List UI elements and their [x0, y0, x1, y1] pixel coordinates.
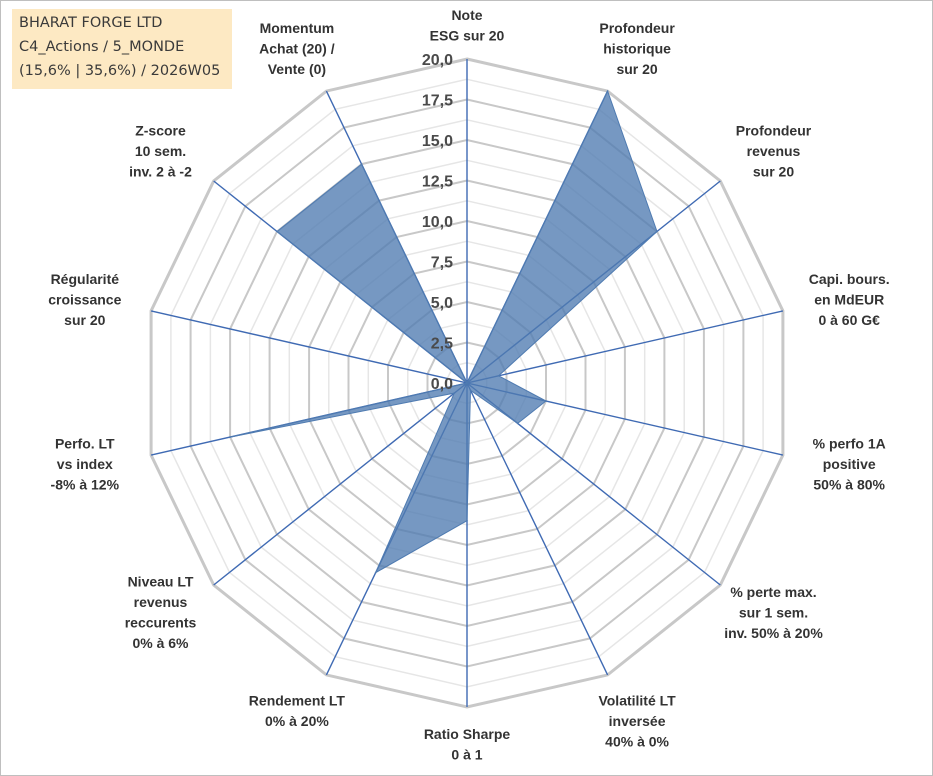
category-label: Niveau LT revenus reccurents 0% à 6%: [125, 574, 197, 652]
category-label-line: 50% à 80%: [813, 477, 885, 493]
category-label-line: Rendement LT: [249, 692, 346, 708]
tick-label: 7,5: [431, 255, 453, 272]
category-label-line: Achat (20) /: [259, 41, 335, 57]
category-label: Ratio Sharpe 0 à 1: [424, 726, 511, 763]
category-label-line: Profondeur: [599, 20, 675, 36]
category-label-line: sur 20: [616, 61, 657, 77]
category-label-line: positive: [823, 456, 876, 472]
category-label-line: Niveau LT: [128, 574, 194, 590]
category-label-line: reccurents: [125, 615, 197, 631]
category-label-line: Profondeur: [736, 123, 812, 139]
category-label-line: 0 à 60 G€: [818, 312, 880, 328]
category-label: Momentum Achat (20) / Vente (0): [259, 20, 335, 77]
data-point: [374, 571, 377, 574]
category-label-line: sur 20: [64, 312, 105, 328]
category-label: % perte max. sur 1 sem. inv. 50% à 20%: [724, 584, 823, 641]
category-label-line: inv. 2 à -2: [129, 164, 192, 180]
tick-label: 2,5: [431, 336, 453, 353]
data-point: [229, 436, 231, 438]
axis-spoke: [466, 382, 609, 676]
category-label-line: croissance: [48, 291, 121, 307]
category-label-line: revenus: [134, 594, 188, 610]
category-label: Volatilité LT inversée 40% à 0%: [598, 692, 676, 749]
data-point: [469, 389, 472, 392]
category-label: Profondeur revenus sur 20: [736, 123, 812, 180]
category-label-line: 0% à 20%: [265, 713, 329, 729]
axis-spoke: [213, 382, 468, 586]
category-label: Régularité croissance sur 20: [48, 271, 121, 328]
tick-label: 17,5: [422, 93, 453, 110]
category-label-line: historique: [603, 41, 671, 57]
radial-tick-labels: 0,0 2,5 5,0 7,5 10,0 12,5 15,0 17,5 20,0: [422, 52, 453, 393]
category-label-line: % perte max.: [730, 584, 816, 600]
category-labels: Note ESG sur 20 Profondeur historique sur 20…: [48, 7, 889, 763]
title-category: C4_Actions / 5_MONDE: [19, 39, 185, 55]
title-box: BHARAT FORGE LTD C4_Actions / 5_MONDE (1…: [12, 9, 232, 89]
category-label-line: 0 à 1: [451, 747, 482, 763]
category-label-line: 40% à 0%: [605, 733, 669, 749]
category-label: Capi. bours. en MdEUR 0 à 60 G€: [809, 271, 890, 328]
category-label-line: % perfo 1A: [813, 436, 886, 452]
data-point: [276, 230, 278, 233]
category-label-line: Volatilité LT: [598, 692, 676, 708]
category-label-line: Vente (0): [268, 61, 326, 77]
category-label: Perfo. LT vs index -8% à 12%: [51, 436, 120, 493]
category-label: % perfo 1A positive 50% à 80%: [813, 436, 886, 493]
data-point: [453, 392, 456, 394]
category-label-line: -8% à 12%: [51, 477, 120, 493]
category-label-line: vs index: [57, 456, 113, 472]
category-label: Z-score 10 sem. inv. 2 à -2: [129, 123, 192, 180]
category-label-line: Perfo. LT: [55, 436, 115, 452]
category-label-line: sur 20: [753, 164, 794, 180]
data-point: [545, 400, 547, 402]
category-label-line: Ratio Sharpe: [424, 726, 511, 742]
data-point: [360, 163, 363, 165]
category-label-line: ESG sur 20: [430, 28, 505, 44]
category-label: Rendement LT 0% à 20%: [249, 692, 346, 729]
axis-spoke: [150, 310, 468, 384]
tick-label: 12,5: [422, 174, 453, 191]
tick-label: 0,0: [431, 376, 453, 393]
category-label: Note ESG sur 20: [430, 7, 505, 44]
title-company: BHARAT FORGE LTD: [19, 15, 163, 31]
category-label-line: en MdEUR: [814, 291, 884, 307]
data-point: [466, 519, 468, 522]
category-label-line: inv. 50% à 20%: [724, 625, 823, 641]
category-label-line: Capi. bours.: [809, 271, 890, 287]
category-label: Profondeur historique sur 20: [599, 20, 675, 77]
category-label-line: sur 1 sem.: [739, 604, 808, 620]
category-label-line: 10 sem.: [135, 143, 186, 159]
data-point: [656, 230, 658, 233]
category-label-line: Momentum: [260, 20, 335, 36]
data-point: [606, 90, 609, 92]
tick-label: 15,0: [422, 133, 453, 150]
tick-label: 5,0: [431, 295, 453, 312]
tick-label: 10,0: [422, 214, 453, 231]
category-label-line: Note: [451, 7, 482, 23]
title-period: (15,6% | 35,6%) / 2026W05: [19, 63, 221, 79]
data-point: [516, 422, 519, 425]
category-label-line: Régularité: [51, 271, 120, 287]
category-label-line: revenus: [747, 143, 801, 159]
data-point: [466, 382, 468, 384]
category-label-line: Z-score: [135, 123, 186, 139]
radar-series: [229, 89, 658, 574]
axis-spoke: [466, 310, 784, 384]
category-label-line: inversée: [609, 713, 666, 729]
category-label-line: 0% à 6%: [132, 635, 189, 651]
tick-label: 20,0: [422, 52, 453, 69]
data-point: [497, 375, 500, 377]
